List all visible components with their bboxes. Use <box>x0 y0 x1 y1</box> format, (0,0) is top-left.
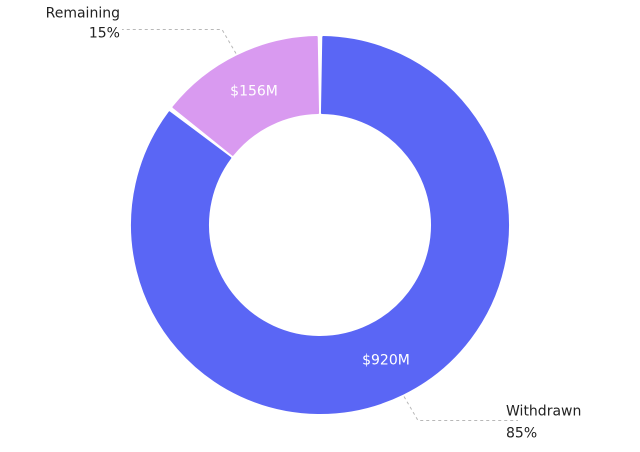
leader-line-withdrawn <box>403 396 519 422</box>
value-label-remaining: $156M <box>230 83 278 99</box>
value-label-withdrawn: $920M <box>362 353 410 369</box>
percent-label-withdrawn: 85% <box>506 426 537 442</box>
category-label-withdrawn: Withdrawn <box>506 404 581 420</box>
percent-label-remaining: 15% <box>89 25 120 41</box>
category-label-remaining: Remaining <box>46 5 120 21</box>
chart-labels: $920M Withdrawn 85% $156M Remaining 15% <box>46 5 582 441</box>
slice-remaining <box>172 36 320 156</box>
slice-withdrawn <box>131 36 509 414</box>
donut-slices <box>131 36 509 414</box>
leader-line-remaining <box>121 28 237 54</box>
